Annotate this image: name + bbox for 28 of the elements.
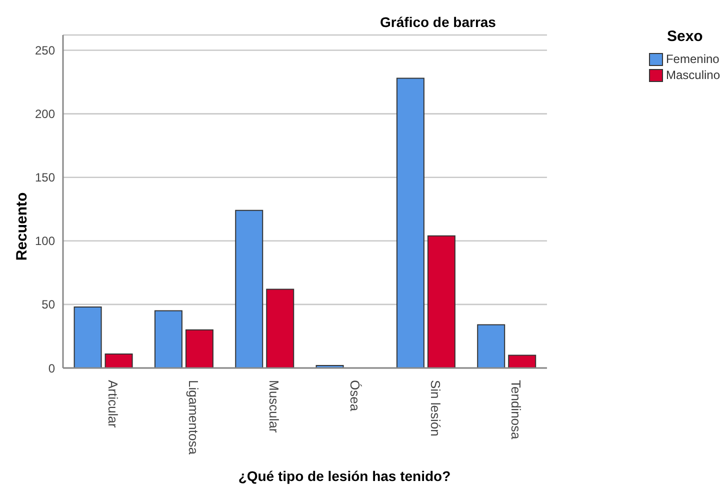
y-axis-title: Recuento <box>14 191 30 263</box>
legend-label: Masculino <box>664 67 720 83</box>
legend-title: Sexo <box>666 28 704 45</box>
bar <box>266 288 294 368</box>
y-tick-label: 0 <box>48 361 56 376</box>
bar <box>235 210 264 368</box>
x-axis-title: ¿Qué tipo de lesión has tenido? <box>237 468 452 484</box>
chart-title: Gráfico de barras <box>379 14 497 30</box>
x-tick-label: Articular <box>105 380 120 428</box>
bar <box>185 329 214 368</box>
legend-label: Femenino <box>664 51 720 67</box>
y-tick-label: 150 <box>34 170 56 185</box>
bar <box>508 354 536 368</box>
bar <box>104 354 133 368</box>
y-tick-label: 250 <box>34 44 56 58</box>
y-tick-label: 50 <box>42 298 56 312</box>
bar <box>427 235 456 368</box>
x-tick-label: Tendinosa <box>508 380 524 440</box>
bar <box>154 310 182 368</box>
bar <box>74 306 102 368</box>
y-tick-label: 200 <box>34 107 56 122</box>
x-tick-label: Sin lesión <box>428 380 443 436</box>
x-tick-label: Muscular <box>266 380 282 434</box>
y-tick-label: 100 <box>34 234 56 248</box>
bar <box>477 324 506 368</box>
bar <box>396 78 424 368</box>
x-tick-label: Ligamentosa <box>186 380 201 456</box>
x-tick-label: Ósea <box>347 380 362 412</box>
